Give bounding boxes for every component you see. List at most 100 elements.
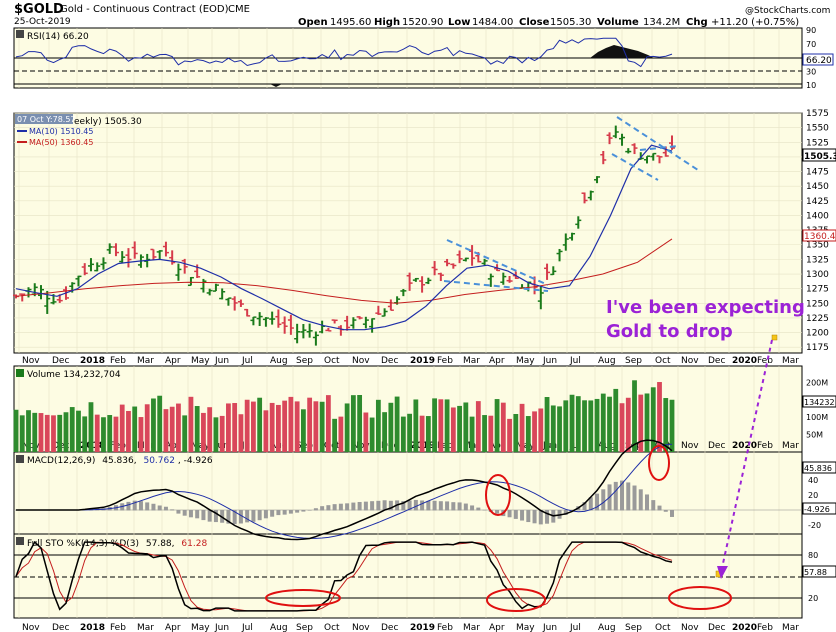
price-bar	[612, 125, 619, 139]
price-bar	[600, 150, 607, 165]
time-axis-label: Dec	[52, 623, 69, 632]
macd-histogram-bar	[151, 503, 156, 511]
volume-bar	[625, 397, 631, 452]
price-bar	[450, 263, 457, 269]
time-axis-label: May	[191, 623, 210, 632]
macd-histogram-bar	[307, 510, 312, 511]
volume-bar	[600, 393, 606, 452]
sto-tick-label: 20	[808, 594, 818, 603]
price-bar	[375, 305, 382, 315]
macd-histogram-bar	[520, 510, 525, 521]
macd-histogram-bar	[476, 507, 481, 511]
sto-panel: Full STO %K(14,3) %D(3) 57.88, 61.28 80 2…	[14, 537, 836, 612]
trendline-2019-upper	[446, 239, 549, 286]
volume-bar	[657, 382, 662, 452]
volume-bar	[257, 397, 263, 452]
price-bar	[131, 241, 138, 259]
price-bar	[644, 155, 651, 164]
price-bar	[425, 277, 432, 285]
macd-histogram-bar	[145, 502, 150, 511]
volume-bar	[144, 404, 150, 452]
time-axis-label: Apr	[489, 356, 505, 366]
macd-histogram-bar	[382, 500, 387, 511]
volume-bar	[488, 415, 494, 452]
price-bar	[269, 311, 276, 325]
volume-bar	[413, 399, 419, 452]
price-bar	[19, 293, 26, 302]
macd-histogram-bar	[645, 494, 650, 511]
volume-bar	[38, 413, 44, 452]
rsi-overbought-fill	[590, 45, 654, 58]
volume-legend: Volume 134,232,704	[27, 370, 121, 380]
price-bar	[200, 278, 207, 293]
time-axis-label: Nov	[681, 623, 699, 632]
price-tick-label: 1200	[806, 329, 829, 339]
instrument-name: Gold - Continuous Contract (EOD)	[60, 4, 229, 15]
sto-label-prefix: Full STO %K(14,3) %D(3)	[27, 539, 139, 549]
price-bar	[500, 272, 507, 285]
macd-histogram-bar	[507, 510, 512, 518]
time-axis-label: Jul	[569, 356, 581, 366]
volume-bar	[32, 412, 38, 452]
macd-histogram-bar	[638, 489, 643, 511]
macd-circle-1	[485, 474, 511, 516]
price-bar	[537, 286, 544, 310]
time-axis-label: Nov	[22, 356, 40, 366]
volume-bar	[538, 408, 544, 452]
volume-bar	[494, 399, 500, 452]
volume-label: Volume	[597, 17, 639, 28]
price-bar	[444, 258, 451, 267]
sto-k-line	[15, 540, 673, 612]
macd-histogram-bar	[445, 501, 450, 511]
macd-tick-label: -20	[808, 521, 821, 530]
volume-bar	[101, 417, 106, 452]
sto-badge: 57.88	[804, 568, 827, 577]
volume-bar	[588, 400, 594, 452]
trendline-2019-upper-tail	[639, 145, 679, 151]
volume-bar	[469, 416, 475, 452]
time-axis-label: Aug	[598, 356, 616, 366]
price-bar	[331, 319, 338, 324]
macd-label-prefix: MACD(12,26,9)	[27, 456, 95, 466]
macd-histogram-bar	[363, 501, 368, 511]
price-bar	[256, 312, 263, 326]
time-axis-label: Nov	[352, 623, 370, 632]
trendline-2019-lower	[443, 280, 549, 292]
volume-tick-label: 100M	[806, 413, 828, 422]
rsi-value-badge: 66.20	[806, 56, 832, 66]
volume-bar	[594, 398, 600, 452]
price-bar	[406, 272, 413, 291]
price-bar	[487, 273, 494, 287]
macd-histogram-bar	[613, 481, 618, 511]
price-bar	[169, 250, 176, 265]
time-axis-label: Jul	[241, 356, 253, 366]
volume-bar	[663, 398, 669, 452]
price-bar	[181, 258, 188, 274]
tooltip-date: 07 Oct Y:78.57	[17, 115, 76, 124]
price-bar	[587, 190, 594, 201]
volume-bar	[607, 396, 612, 452]
macd-histogram-bar	[413, 499, 418, 511]
macd-histogram-bar	[326, 505, 331, 511]
volume-bar	[669, 399, 675, 452]
time-axis-label: Apr	[489, 623, 505, 632]
time-axis-label: May	[191, 441, 210, 451]
volume-bar	[363, 412, 369, 452]
time-axis-label: Oct	[324, 441, 340, 451]
price-bar	[562, 233, 569, 251]
volume-bar	[226, 403, 231, 452]
macd-histogram-bar	[657, 505, 662, 511]
volume-bar	[107, 415, 113, 452]
volume-bar	[76, 410, 81, 452]
time-axis-label: Feb	[757, 441, 773, 451]
time-axis-label: Oct	[655, 623, 671, 632]
price-bar	[187, 276, 194, 287]
time-axis-label: Jun	[542, 623, 557, 632]
ma10-line	[15, 144, 673, 331]
macd-histogram-bar	[176, 510, 181, 514]
price-tick-label: 1525	[806, 138, 829, 148]
macd-histogram-bar	[251, 510, 256, 522]
macd-badge: 45.836	[804, 464, 832, 473]
price-bar	[400, 288, 407, 297]
volume-bar	[69, 407, 75, 452]
